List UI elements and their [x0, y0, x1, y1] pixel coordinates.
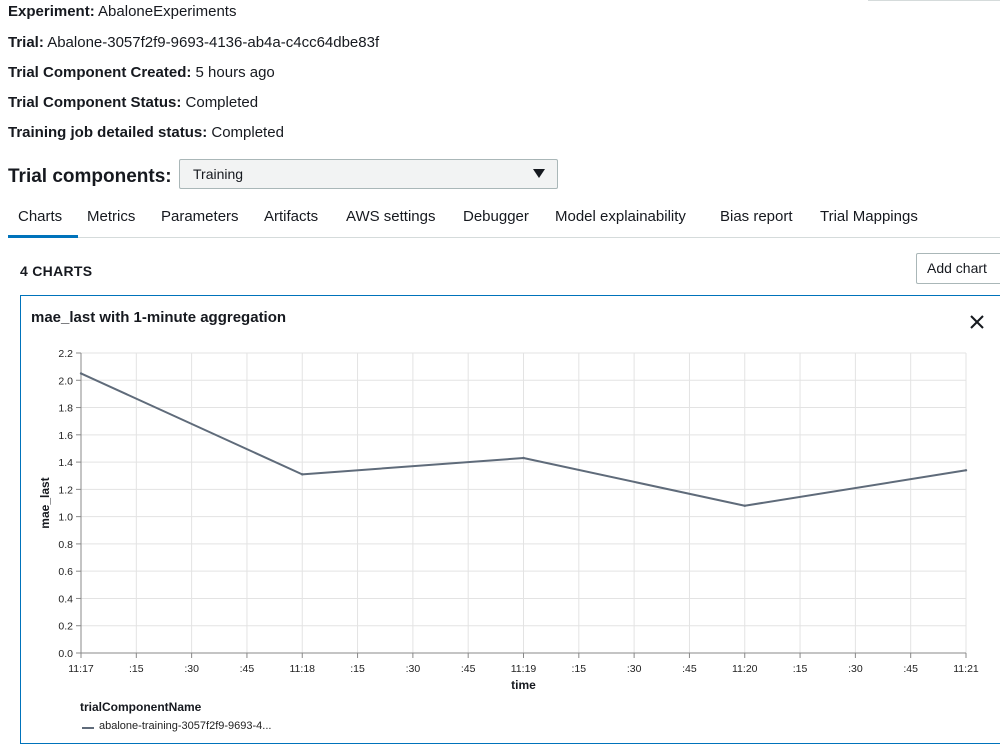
caret-down-icon [533, 169, 545, 178]
data-point [79, 372, 83, 375]
trial-components-select[interactable]: Training [179, 159, 558, 189]
tab-artifacts[interactable]: Artifacts [264, 208, 319, 225]
y-tick-label: 1.2 [58, 484, 73, 496]
add-chart-button[interactable]: Add chart [916, 253, 1000, 284]
y-tick-label: 1.0 [58, 512, 73, 524]
top-divider [868, 0, 1000, 1]
chart-panel: mae_last with 1-minute aggregation 11:17… [20, 295, 1000, 744]
tab-debugger[interactable]: Debugger [463, 208, 529, 225]
legend-item-label: abalone-training-3057f2f9-9693-4... [99, 720, 272, 732]
created-label: Trial Component Created: [8, 64, 192, 81]
x-tick-label: 11:19 [511, 663, 537, 675]
line-chart: 11:17 :15 :30 :45 11:18 :15 :30 :45 11:19 :15 :30:… [38, 348, 979, 692]
x-tick-label: :30 [184, 663, 199, 675]
created-line: Trial Component Created: 5 hours ago [8, 63, 275, 83]
tab-trial-mappings[interactable]: Trial Mappings [820, 208, 918, 225]
data-point [743, 504, 746, 507]
experiment-label: Experiment: [8, 3, 95, 20]
x-tick-label: :30 [848, 663, 863, 675]
x-tick-label: :15 [350, 663, 365, 675]
trial-line: Trial: Abalone-3057f2f9-9693-4136-ab4a-c… [8, 33, 379, 53]
data-point [964, 469, 968, 472]
experiment-line: Experiment: AbaloneExperiments [8, 2, 236, 22]
trial-components-selected: Training [193, 166, 244, 182]
x-tick-label: 11:18 [290, 663, 316, 675]
close-icon[interactable] [968, 313, 986, 331]
x-tick-label: 11:21 [953, 663, 979, 675]
tab-parameters[interactable]: Parameters [161, 208, 239, 225]
x-tick-label: :15 [129, 663, 144, 675]
training-status-label: Training job detailed status: [8, 124, 208, 141]
trial-value: Abalone-3057f2f9-9693-4136-ab4a-c4cc64db… [47, 34, 380, 51]
x-tick-label: :45 [903, 663, 918, 675]
chart-title: mae_last with 1-minute aggregation [31, 309, 287, 326]
trial-label: Trial: [8, 34, 44, 51]
y-tick-label: 2.0 [58, 375, 73, 387]
x-tick-label: :15 [572, 663, 587, 675]
y-tick-label: 1.4 [58, 457, 73, 469]
tab-metrics[interactable]: Metrics [87, 208, 136, 225]
x-tick-label: 11:17 [68, 663, 94, 675]
y-tick-label: 1.8 [58, 403, 73, 415]
created-value: 5 hours ago [195, 64, 275, 81]
trial-components-label: Trial components: [8, 166, 172, 187]
y-tick-label: 2.2 [58, 348, 73, 360]
x-tick-label: :45 [461, 663, 476, 675]
tab-model-explainability[interactable]: Model explainability [555, 208, 686, 225]
training-status-line: Training job detailed status: Completed [8, 123, 284, 143]
y-tick-label: 1.6 [58, 430, 73, 442]
experiment-value: AbaloneExperiments [98, 3, 237, 20]
y-axis-title: mae_last [38, 477, 52, 528]
status-value: Completed [185, 94, 259, 111]
detail-tabs: Charts Metrics Parameters Artifacts AWS … [8, 200, 1000, 238]
x-tick-label: :45 [682, 663, 697, 675]
x-tick-label: :30 [406, 663, 421, 675]
status-line: Trial Component Status: Completed [8, 93, 258, 113]
x-tick-label: :30 [627, 663, 642, 675]
legend-title: trialComponentName [80, 700, 202, 714]
charts-count-heading: 4 CHARTS [20, 263, 93, 279]
y-tick-label: 0.0 [58, 648, 73, 660]
x-tick-label: 11:20 [732, 663, 758, 675]
y-tick-label: 0.6 [58, 566, 73, 578]
y-tick-label: 0.4 [58, 593, 73, 605]
active-tab-indicator [8, 235, 78, 238]
tab-charts[interactable]: Charts [18, 208, 63, 225]
data-point [301, 473, 304, 476]
y-tick-label: 0.8 [58, 539, 73, 551]
tab-aws-settings[interactable]: AWS settings [346, 208, 436, 225]
x-tick-label: :45 [240, 663, 255, 675]
x-tick-label: :15 [793, 663, 808, 675]
tabs-divider [8, 237, 1000, 238]
legend-swatch [82, 727, 94, 729]
x-axis-title: time [511, 678, 536, 692]
tab-bias-report[interactable]: Bias report [720, 208, 793, 225]
data-point [522, 456, 525, 460]
status-label: Trial Component Status: [8, 94, 182, 111]
training-status-value: Completed [211, 124, 284, 141]
y-tick-label: 0.2 [58, 621, 73, 633]
